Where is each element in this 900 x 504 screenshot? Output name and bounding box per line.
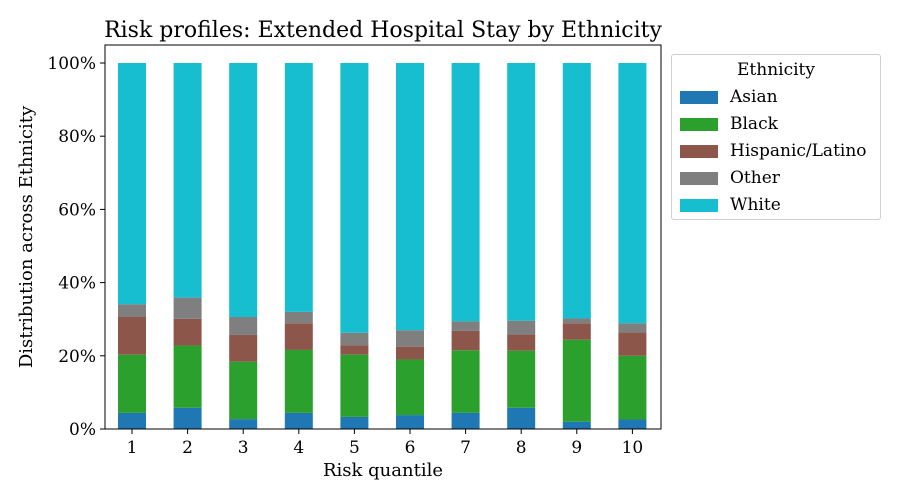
legend-item-hispanic-latino: Hispanic/Latino: [680, 141, 867, 161]
bar-segment-other-8: [507, 320, 536, 335]
bar-segment-asian-9: [562, 421, 591, 429]
y-axis-label: Distribution across Ethnicity: [16, 105, 37, 368]
legend-swatch: [680, 198, 718, 212]
x-tick-label: 9: [571, 438, 582, 458]
bar-segment-black-2: [173, 345, 202, 408]
bar-segment-white-6: [396, 63, 424, 331]
bar-segment-asian-3: [229, 419, 258, 429]
bar-segment-other-10: [618, 323, 647, 333]
bar-segment-black-7: [451, 350, 480, 413]
bar-segment-asian-7: [451, 412, 480, 429]
x-axis: 1 2 3 4 5 6 7 8 9 10: [127, 429, 644, 458]
bar-segment-black-8: [507, 350, 536, 408]
chart-title: Risk profiles: Extended Hospital Stay by…: [104, 18, 662, 43]
legend-swatch: [680, 90, 718, 104]
bar-segment-hispanic-latino-4: [284, 323, 313, 350]
bar-segment-white-10: [618, 63, 647, 324]
bar-segment-black-3: [229, 361, 258, 420]
bar-segment-asian-8: [507, 407, 536, 429]
bar-segment-other-7: [451, 321, 480, 331]
bar-segment-hispanic-latino-5: [340, 345, 369, 355]
bar-segment-hispanic-latino-1: [118, 317, 146, 355]
x-axis-label: Risk quantile: [323, 460, 443, 481]
bar-segment-hispanic-latino-9: [562, 323, 591, 340]
bar-segment-other-2: [173, 297, 202, 319]
y-tick-label: 100%: [47, 54, 96, 74]
legend-item-black: Black: [680, 114, 778, 134]
bar-segment-black-4: [284, 349, 313, 413]
bar-segment-other-6: [396, 330, 424, 347]
x-tick-label: 6: [405, 438, 416, 458]
y-axis: 0% 20% 40% 60% 80% 100%: [47, 54, 105, 440]
bar-segment-hispanic-latino-2: [173, 318, 202, 346]
bar-segment-black-6: [396, 359, 424, 416]
legend-item-other: Other: [680, 168, 780, 188]
bars-group: [118, 63, 647, 429]
x-tick-label: 7: [460, 438, 471, 458]
legend-item-asian: Asian: [680, 87, 778, 107]
legend-label: Black: [730, 114, 778, 134]
bar-segment-hispanic-latino-6: [396, 346, 424, 360]
bar-segment-other-4: [284, 311, 313, 324]
legend-title: Ethnicity: [737, 60, 815, 80]
x-tick-label: 10: [622, 438, 644, 458]
bar-segment-black-1: [118, 354, 146, 413]
bar-segment-asian-2: [173, 407, 202, 429]
bar-segment-asian-10: [618, 419, 647, 429]
x-tick-label: 1: [127, 438, 138, 458]
x-tick-label: 2: [182, 438, 193, 458]
y-tick-label: 60%: [58, 200, 96, 220]
legend-swatch: [680, 171, 718, 185]
bar-segment-other-1: [118, 304, 146, 318]
x-tick-label: 3: [238, 438, 249, 458]
y-tick-label: 40%: [58, 274, 96, 294]
bar-segment-hispanic-latino-7: [451, 330, 480, 351]
bar-segment-white-1: [118, 63, 146, 305]
legend-swatch: [680, 117, 718, 131]
y-tick-label: 0%: [69, 420, 96, 440]
legend-item-white: White: [680, 195, 781, 215]
plot-frame: [104, 44, 662, 430]
bar-segment-black-5: [340, 354, 369, 417]
bar-segment-white-2: [173, 63, 202, 298]
bar-segment-white-5: [340, 63, 369, 333]
bar-segment-other-3: [229, 317, 258, 335]
bar-segment-black-9: [562, 339, 591, 422]
bar-segment-white-9: [562, 63, 591, 319]
y-tick-label: 20%: [58, 347, 96, 367]
legend-label: White: [730, 195, 781, 215]
legend-label: Asian: [730, 87, 778, 107]
bar-segment-hispanic-latino-10: [618, 332, 647, 356]
x-tick-label: 5: [349, 438, 360, 458]
bar-segment-hispanic-latino-8: [507, 334, 536, 351]
y-tick-label: 80%: [58, 127, 96, 147]
legend-swatch: [680, 144, 718, 158]
bar-segment-white-4: [284, 63, 313, 312]
bar-segment-white-3: [229, 63, 258, 318]
x-tick-label: 8: [516, 438, 527, 458]
bar-segment-other-5: [340, 332, 369, 346]
bar-segment-asian-4: [284, 412, 313, 429]
bar-segment-asian-1: [118, 412, 146, 429]
bar-segment-white-8: [507, 63, 536, 321]
legend: Ethnicity Asian Black Hispanic/Latino Other…: [671, 54, 881, 220]
bar-segment-other-9: [562, 318, 591, 324]
bar-segment-hispanic-latino-3: [229, 334, 258, 362]
x-tick-label: 4: [293, 438, 304, 458]
legend-label: Other: [730, 168, 780, 188]
legend-label: Hispanic/Latino: [730, 141, 867, 161]
bar-segment-asian-5: [340, 416, 369, 429]
bar-segment-asian-6: [396, 415, 424, 429]
bar-segment-white-7: [451, 63, 480, 322]
bar-segment-black-10: [618, 355, 647, 420]
